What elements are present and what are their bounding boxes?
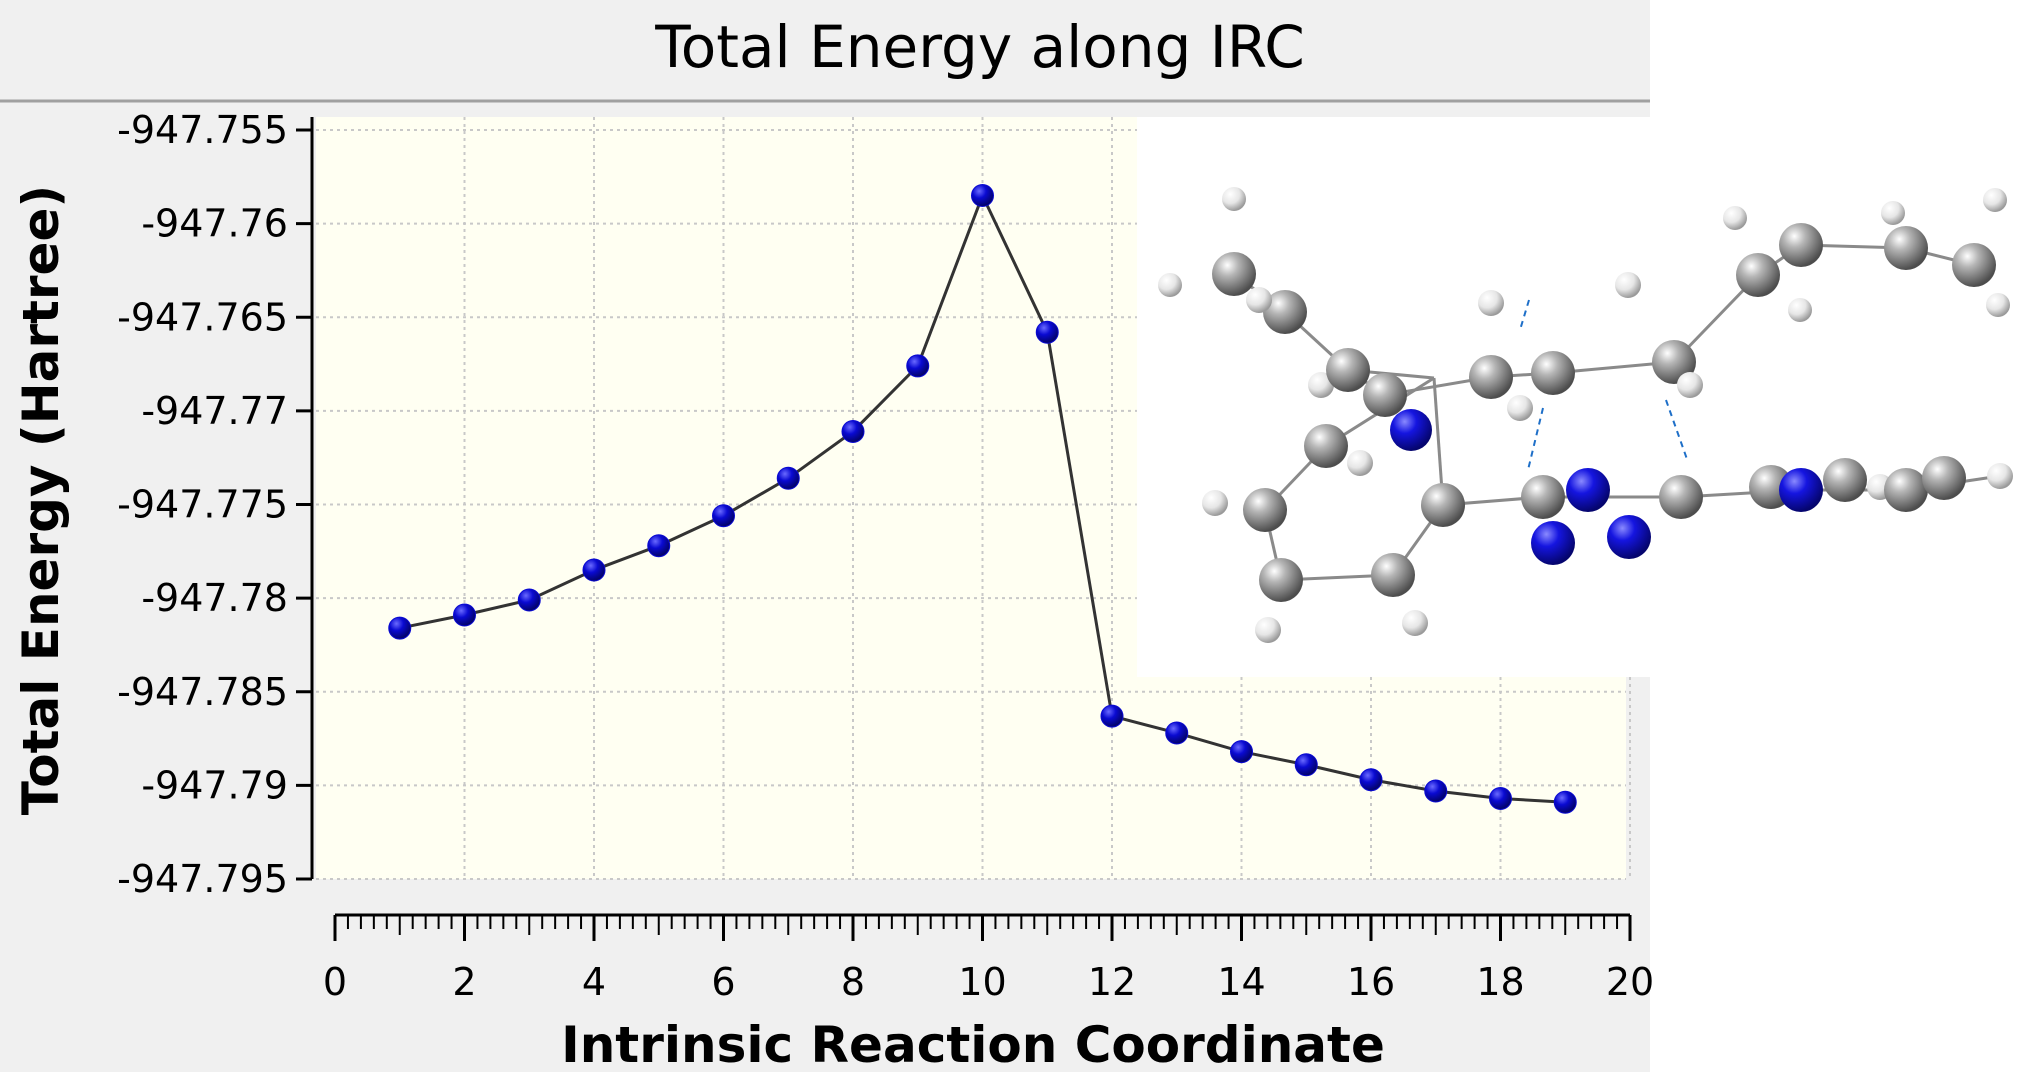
y-tick-label: -947.775 <box>117 483 288 527</box>
chart-title: Total Energy along IRC <box>654 13 1305 81</box>
x-tick-label: 18 <box>1476 960 1524 1004</box>
data-point <box>776 466 800 490</box>
y-tick-label: -947.77 <box>141 389 288 433</box>
y-tick-label: -947.76 <box>141 202 288 246</box>
series-1 <box>388 184 1577 814</box>
x-tick-label: 4 <box>582 960 606 1004</box>
y-tick-label: -947.79 <box>141 763 288 807</box>
data-point <box>1424 779 1448 803</box>
data-point <box>1553 790 1577 814</box>
data-point <box>712 504 735 528</box>
y-axis-label: Total Energy (Hartree) <box>12 185 70 815</box>
data-point <box>971 184 994 208</box>
x-tick-label: 8 <box>841 960 865 1004</box>
x-tick-label: 12 <box>1088 960 1136 1004</box>
x-tick-label: 0 <box>323 960 347 1004</box>
y-tick-label: -947.765 <box>117 295 288 339</box>
y-tick-label: -947.78 <box>141 576 288 620</box>
data-point <box>841 419 865 443</box>
x-axis-ticks: 0 2 4 6 8 10 12 14 16 18 20 <box>323 915 1654 1004</box>
data-point <box>1489 786 1512 810</box>
x-tick-label: 2 <box>452 960 476 1004</box>
data-point <box>1294 753 1318 777</box>
y-tick-label: -947.755 <box>117 108 288 152</box>
x-tick-label: 20 <box>1606 960 1654 1004</box>
x-tick-label: 16 <box>1347 960 1395 1004</box>
data-point <box>1359 768 1383 792</box>
data-point <box>1100 704 1124 728</box>
y-tick-label: -947.795 <box>117 857 288 901</box>
data-point <box>517 588 541 612</box>
x-tick-label: 6 <box>711 960 735 1004</box>
data-point <box>453 603 476 627</box>
y-tick-label: -947.785 <box>117 670 288 714</box>
molecule-structure-image <box>1137 117 2027 677</box>
x-axis-label: Intrinsic Reaction Coordinate <box>561 1016 1385 1072</box>
x-tick-label: 10 <box>958 960 1006 1004</box>
data-point <box>1230 740 1253 764</box>
data-point <box>1035 320 1059 344</box>
data-point <box>582 558 606 582</box>
data-point <box>647 534 671 558</box>
y-axis-ticks: -947.755 -947.76 -947.765 -947.77 -947.775 -9… <box>117 108 312 901</box>
data-point <box>906 354 930 378</box>
x-tick-label: 14 <box>1217 960 1265 1004</box>
data-point <box>1165 721 1189 745</box>
data-point <box>388 616 412 640</box>
